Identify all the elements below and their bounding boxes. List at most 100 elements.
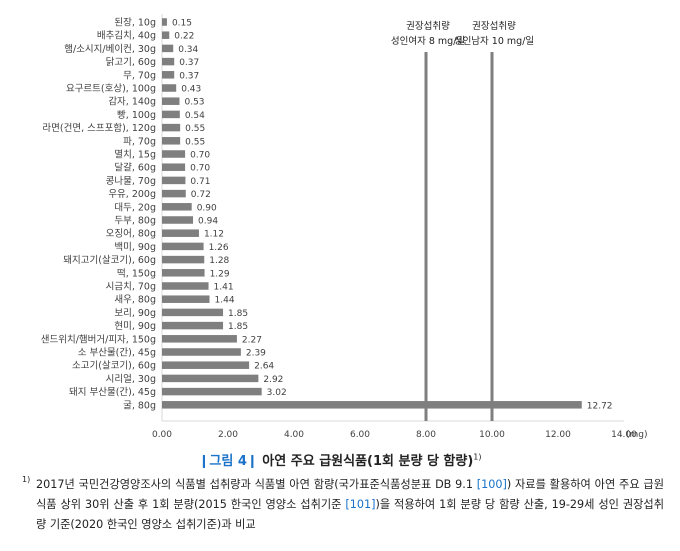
reference-link-101[interactable]: [101] bbox=[345, 498, 376, 511]
bar bbox=[162, 110, 180, 119]
category-label: 달걀, 60g bbox=[114, 162, 156, 174]
bar bbox=[162, 216, 194, 224]
value-label: 0.90 bbox=[197, 203, 217, 213]
bar bbox=[162, 57, 175, 66]
reference-line-label: 권장섭취량 bbox=[406, 20, 450, 32]
bar bbox=[162, 295, 210, 303]
category-label: 떡, 150g bbox=[117, 268, 156, 279]
value-label: 2.64 bbox=[254, 362, 274, 372]
value-label: 3.02 bbox=[267, 388, 287, 398]
zinc-bar-chart: 0.00 2.00 4.00 6.00 8.00 10.00 12.00 14.00(mg) 된… bbox=[41, 14, 648, 440]
bar bbox=[162, 18, 167, 26]
value-label: 0.53 bbox=[184, 98, 204, 108]
value-label: 2.39 bbox=[246, 349, 266, 359]
x-tick-label: 2.00 bbox=[218, 430, 238, 440]
footnote: 1) 2017년 국민건강영양조사의 식품별 섭취량과 식품별 아연 함량(국가… bbox=[14, 475, 664, 535]
value-label: 0.55 bbox=[185, 137, 205, 147]
bar bbox=[162, 361, 250, 369]
bar bbox=[162, 31, 170, 39]
footnote-text-part2: ) 자료를 활용하여 아연 주요 급원식품 상위 30위 산출 후 1회 분량(… bbox=[36, 478, 664, 511]
x-tick-label: 4.00 bbox=[284, 430, 304, 440]
x-tick-label: 12.00 bbox=[545, 430, 571, 440]
bar bbox=[162, 44, 174, 53]
category-label: 무, 70g bbox=[123, 70, 156, 81]
category-label: 배추김치, 40g bbox=[97, 30, 156, 42]
category-label: 시리얼, 30g bbox=[106, 374, 156, 385]
reference-link-100[interactable]: [100] bbox=[476, 478, 507, 491]
value-label: 12.72 bbox=[587, 401, 613, 411]
value-label: 0.70 bbox=[190, 164, 210, 174]
value-label: 2.27 bbox=[242, 335, 262, 345]
category-label: 현미, 90g bbox=[114, 321, 156, 332]
category-label: 햄/소시지/베이컨, 30g bbox=[64, 43, 156, 55]
value-label: 1.26 bbox=[209, 243, 229, 253]
value-label: 1.41 bbox=[214, 283, 234, 293]
figure-label: ❙그림 4❙ bbox=[198, 454, 258, 469]
figure-caption: ❙그림 4❙ 아연 주요 급원식품(1회 분량 당 함량)1) bbox=[0, 450, 680, 469]
figure-title-footnote-marker: 1) bbox=[473, 452, 482, 462]
category-label: 우유, 200g bbox=[108, 189, 156, 200]
bar bbox=[162, 242, 204, 251]
category-label: 돼지 부산물(간), 45g bbox=[69, 387, 156, 398]
value-label: 0.94 bbox=[198, 217, 218, 227]
category-label: 닭고기, 60g bbox=[106, 56, 156, 68]
figure-title: 아연 주요 급원식품(1회 분량 당 함량) bbox=[262, 454, 474, 469]
value-label: 2.92 bbox=[263, 375, 283, 385]
value-label: 0.37 bbox=[179, 71, 199, 81]
category-label: 소고기(살코기), 60g bbox=[72, 361, 156, 372]
reference-line-label: 성인남자 10 mg/일 bbox=[454, 36, 534, 47]
value-label: 0.22 bbox=[174, 32, 194, 42]
category-label: 파, 70g bbox=[123, 136, 156, 147]
bar bbox=[162, 255, 205, 264]
x-tick-label: 8.00 bbox=[416, 430, 436, 440]
category-label: 빵, 100g bbox=[117, 110, 156, 121]
value-label: 0.55 bbox=[185, 124, 205, 134]
category-label: 대두, 20g bbox=[114, 202, 156, 213]
category-label: 샌드위치/햄버거/피자, 150g bbox=[41, 333, 156, 345]
bar bbox=[162, 150, 186, 158]
bar bbox=[162, 84, 177, 92]
x-tick-label: 10.00 bbox=[479, 430, 505, 440]
category-label: 돼지고기(살코기), 60g bbox=[63, 255, 156, 266]
reference-line-label: 성인여자 8 mg/일 bbox=[391, 35, 465, 47]
bar bbox=[162, 282, 209, 290]
category-label: 보리, 90g bbox=[114, 308, 156, 319]
bar bbox=[162, 269, 205, 277]
bar bbox=[162, 176, 186, 185]
bar bbox=[162, 321, 224, 330]
category-label: 라면(건면, 스프포함), 120g bbox=[42, 123, 156, 134]
x-axis-unit: (mg) bbox=[626, 430, 648, 440]
bar bbox=[162, 203, 192, 211]
value-label: 0.71 bbox=[190, 177, 210, 187]
bar bbox=[162, 163, 186, 171]
x-tick-label: 6.00 bbox=[350, 430, 370, 440]
x-tick-label: 0.00 bbox=[152, 430, 172, 440]
value-label: 0.43 bbox=[181, 85, 201, 95]
value-label: 0.15 bbox=[172, 19, 192, 29]
category-label: 굴, 80g bbox=[123, 400, 156, 411]
category-label: 요구르트(호상), 100g bbox=[66, 84, 156, 95]
value-label: 1.12 bbox=[204, 230, 224, 240]
bar bbox=[162, 97, 180, 105]
category-label: 소 부산물(간), 45g bbox=[78, 348, 156, 359]
value-label: 0.37 bbox=[179, 58, 199, 68]
footnote-text-part1: 2017년 국민건강영양조사의 식품별 섭취량과 식품별 아연 함량(국가표준식… bbox=[36, 478, 477, 491]
bar bbox=[162, 229, 199, 237]
category-label: 새우, 80g bbox=[114, 295, 156, 306]
bar bbox=[162, 189, 186, 198]
category-label: 오징어, 80g bbox=[106, 229, 156, 240]
bar bbox=[162, 123, 181, 132]
category-label: 백미, 90g bbox=[114, 242, 156, 253]
bar bbox=[162, 374, 259, 383]
bar bbox=[162, 387, 262, 396]
bar bbox=[162, 308, 224, 317]
category-label: 된장, 10g bbox=[114, 17, 156, 29]
bar bbox=[162, 348, 241, 356]
value-label: 0.72 bbox=[191, 190, 211, 200]
category-label: 시금치, 70g bbox=[106, 281, 156, 293]
value-label: 1.85 bbox=[228, 309, 248, 319]
value-label: 1.44 bbox=[215, 296, 235, 306]
footnote-marker: 1) bbox=[22, 475, 31, 484]
bar bbox=[162, 71, 175, 79]
x-tick-label: 14.00 bbox=[611, 430, 637, 440]
